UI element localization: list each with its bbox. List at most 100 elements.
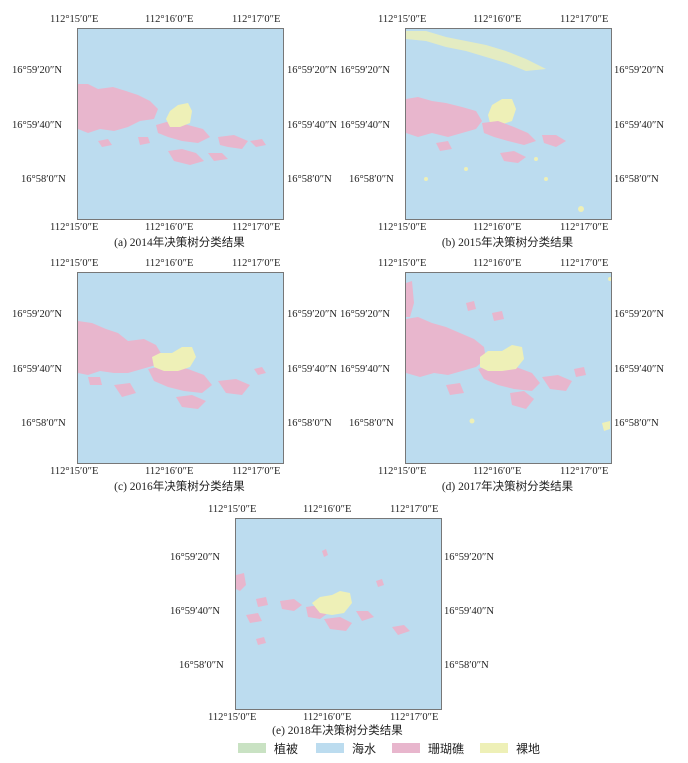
coral-reef-area bbox=[88, 377, 102, 385]
lat-tick-right: 16°59′40″N bbox=[287, 364, 337, 375]
lon-tick-top: 112°15′0″E bbox=[208, 504, 257, 515]
coral-reef-area bbox=[138, 137, 150, 145]
legend-label: 植被 bbox=[274, 741, 299, 756]
coral-reef-area bbox=[446, 383, 464, 395]
classification-map-2018 bbox=[235, 518, 442, 710]
coral-reef-area bbox=[168, 149, 204, 165]
bare-land-area bbox=[602, 421, 610, 431]
lon-tick-bottom: 112°16′0″E bbox=[473, 466, 522, 477]
coral-reef-area bbox=[156, 121, 210, 143]
coral-reef-area bbox=[218, 135, 248, 149]
bare-land-area bbox=[424, 177, 428, 181]
panel-caption: (d) 2017年决策树分类结果 bbox=[441, 481, 574, 493]
lon-tick-top: 112°15′0″E bbox=[378, 14, 427, 25]
legend-label: 裸地 bbox=[516, 741, 541, 756]
lat-tick-right: 16°59′20″N bbox=[614, 65, 664, 76]
lat-tick-right: 16°59′40″N bbox=[614, 364, 664, 375]
coral-reef-area bbox=[492, 311, 504, 321]
lon-tick-bottom: 112°15′0″E bbox=[50, 466, 99, 477]
lat-tick-left: 16°59′40″N bbox=[170, 606, 220, 617]
bare-land-area bbox=[480, 345, 524, 371]
legend-label: 珊瑚礁 bbox=[428, 741, 465, 756]
panel-caption: (e) 2018年决策树分类结果 bbox=[272, 725, 403, 737]
lat-tick-left: 16°59′40″N bbox=[340, 364, 390, 375]
lon-tick-top: 112°16′0″E bbox=[145, 14, 194, 25]
classification-map-2015 bbox=[405, 28, 612, 220]
coral-reef-area bbox=[510, 391, 534, 409]
coral-reef-area bbox=[280, 599, 302, 611]
coral-reef-area bbox=[392, 625, 410, 635]
bare-land-area bbox=[469, 418, 475, 424]
coral-reef-area bbox=[542, 135, 566, 147]
lon-tick-top: 112°17′0″E bbox=[560, 14, 609, 25]
legend-item-sea: 海水 bbox=[316, 740, 376, 756]
bare-land-area bbox=[406, 31, 546, 71]
coral-reef-area bbox=[208, 153, 228, 161]
lat-tick-left: 16°59′20″N bbox=[12, 65, 62, 76]
coral-reef-area bbox=[406, 281, 414, 317]
lat-tick-left: 16°59′40″N bbox=[12, 364, 62, 375]
lat-tick-left: 16°59′20″N bbox=[340, 309, 390, 320]
lat-tick-right: 16°58′0″N bbox=[444, 660, 489, 671]
lon-tick-bottom: 112°16′0″E bbox=[145, 466, 194, 477]
lon-tick-top: 112°17′0″E bbox=[390, 504, 439, 515]
lat-tick-left: 16°58′0″N bbox=[349, 418, 394, 429]
lat-tick-left: 16°59′20″N bbox=[12, 309, 62, 320]
lat-tick-right: 16°58′0″N bbox=[287, 418, 332, 429]
lat-tick-left: 16°59′20″N bbox=[170, 552, 220, 563]
lon-tick-top: 112°15′0″E bbox=[50, 258, 99, 269]
vegetation-swatch bbox=[238, 743, 266, 753]
coral-reef-area bbox=[256, 597, 268, 607]
lon-tick-bottom: 112°15′0″E bbox=[378, 466, 427, 477]
panel-caption: (c) 2016年决策树分类结果 bbox=[114, 481, 245, 493]
coral-reef-area bbox=[356, 611, 374, 621]
coral-reef-area bbox=[256, 637, 266, 645]
classification-map-2017 bbox=[405, 272, 612, 464]
classification-map-2016 bbox=[77, 272, 284, 464]
coral-reef-area bbox=[254, 367, 266, 375]
lat-tick-left: 16°58′0″N bbox=[349, 174, 394, 185]
coral-swatch bbox=[392, 743, 420, 753]
lat-tick-right: 16°59′40″N bbox=[287, 120, 337, 131]
lon-tick-top: 112°17′0″E bbox=[232, 258, 281, 269]
coral-reef-area bbox=[436, 141, 452, 151]
bare-swatch bbox=[480, 743, 508, 753]
lat-tick-right: 16°58′0″N bbox=[614, 174, 659, 185]
coral-reef-area bbox=[236, 573, 246, 591]
lat-tick-right: 16°59′20″N bbox=[444, 552, 494, 563]
lon-tick-top: 112°16′0″E bbox=[473, 14, 522, 25]
lon-tick-top: 112°15′0″E bbox=[378, 258, 427, 269]
coral-reef-area bbox=[406, 317, 486, 377]
lon-tick-top: 112°15′0″E bbox=[50, 14, 99, 25]
bare-land-area bbox=[544, 177, 548, 181]
lon-tick-bottom: 112°17′0″E bbox=[390, 712, 439, 723]
lon-tick-top: 112°17′0″E bbox=[560, 258, 609, 269]
coral-reef-area bbox=[176, 395, 206, 409]
panel-caption: (a) 2014年决策树分类结果 bbox=[114, 237, 245, 249]
legend-item-coral: 珊瑚礁 bbox=[392, 740, 464, 756]
coral-reef-area bbox=[114, 383, 136, 397]
lon-tick-bottom: 112°16′0″E bbox=[303, 712, 352, 723]
coral-reef-area bbox=[148, 365, 212, 393]
lat-tick-left: 16°58′0″N bbox=[21, 174, 66, 185]
lat-tick-right: 16°58′0″N bbox=[287, 174, 332, 185]
bare-land-area bbox=[312, 591, 352, 615]
lon-tick-bottom: 112°17′0″E bbox=[232, 222, 281, 233]
lat-tick-right: 16°59′20″N bbox=[614, 309, 664, 320]
coral-reef-area bbox=[406, 97, 482, 137]
lat-tick-right: 16°59′20″N bbox=[287, 65, 337, 76]
lat-tick-right: 16°59′20″N bbox=[287, 309, 337, 320]
panel-caption: (b) 2015年决策树分类结果 bbox=[441, 237, 574, 249]
legend-item-bare: 裸地 bbox=[480, 740, 540, 756]
coral-reef-area bbox=[324, 617, 352, 631]
coral-reef-area bbox=[78, 84, 158, 133]
lat-tick-right: 16°59′40″N bbox=[614, 120, 664, 131]
coral-reef-area bbox=[466, 301, 476, 311]
lat-tick-left: 16°58′0″N bbox=[21, 418, 66, 429]
coral-reef-area bbox=[322, 549, 328, 557]
lon-tick-bottom: 112°16′0″E bbox=[473, 222, 522, 233]
bare-land-area bbox=[166, 103, 192, 127]
bare-land-area bbox=[152, 347, 196, 371]
lon-tick-bottom: 112°17′0″E bbox=[560, 466, 609, 477]
lon-tick-bottom: 112°15′0″E bbox=[208, 712, 257, 723]
